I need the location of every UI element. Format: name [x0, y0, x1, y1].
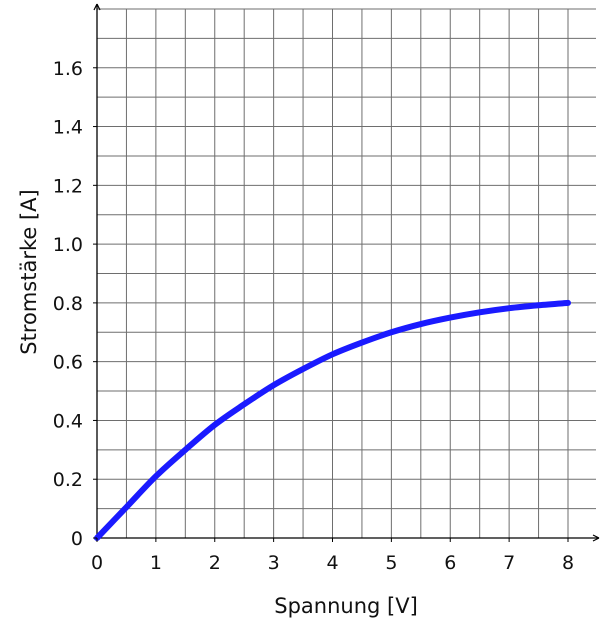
- x-tick-label: 3: [268, 552, 280, 574]
- x-tick-label: 4: [326, 552, 338, 574]
- y-tick-labels: 0 0.2 0.4 0.6 0.8 1.0 1.2 1.4 1.6: [53, 58, 97, 550]
- x-tick-label: 8: [562, 552, 574, 574]
- y-tick-label: 1.0: [53, 234, 83, 256]
- y-tick-label: 0.2: [53, 469, 83, 491]
- y-tick-label: 0: [71, 528, 83, 550]
- x-axis-title: Spannung [V]: [274, 594, 418, 618]
- y-tick-label: 0.4: [53, 410, 83, 432]
- y-tick-label: 1.4: [53, 117, 83, 139]
- x-tick-label: 1: [150, 552, 162, 574]
- x-axis-arrow: [592, 534, 600, 542]
- series-group: [94, 299, 571, 541]
- y-tick-label: 0.6: [53, 352, 83, 374]
- y-tick-label: 1.6: [53, 58, 83, 80]
- x-tick-label: 2: [209, 552, 221, 574]
- x-tick-label: 7: [503, 552, 515, 574]
- series-line: [94, 299, 571, 541]
- axes: [93, 3, 600, 542]
- x-tick-label: 5: [385, 552, 397, 574]
- x-tick-label: 6: [444, 552, 456, 574]
- y-tick-label: 0.8: [53, 293, 83, 315]
- y-tick-label: 1.2: [53, 175, 83, 197]
- x-tick-label: 0: [91, 552, 103, 574]
- y-axis-arrow: [93, 3, 101, 11]
- y-axis-title: Stromstärke [A]: [17, 189, 41, 354]
- x-tick-labels: 0 1 2 3 4 5 6 7 8: [91, 538, 574, 574]
